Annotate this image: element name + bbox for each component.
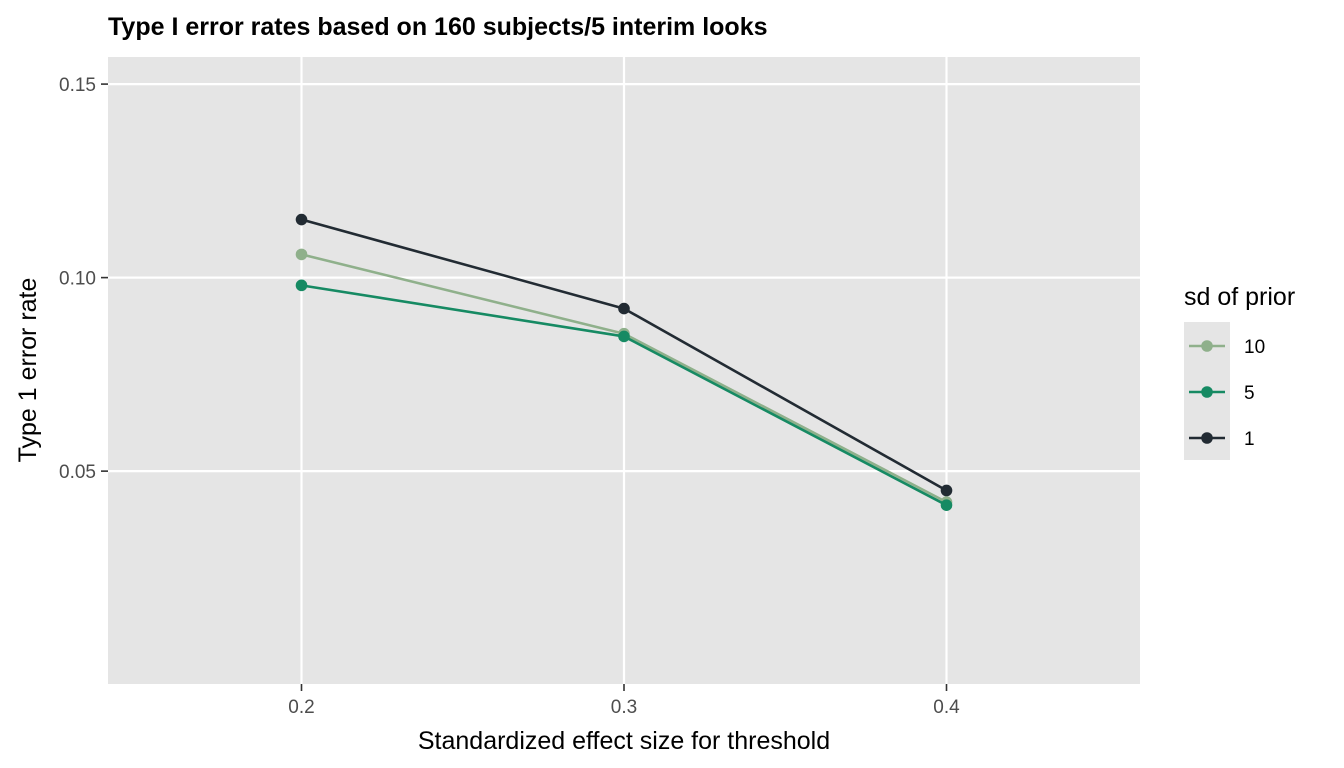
y-tick-label: 0.10 bbox=[59, 269, 96, 290]
series-1 bbox=[295, 213, 953, 497]
legend-key-point bbox=[1201, 432, 1213, 444]
data-point bbox=[940, 484, 953, 497]
x-axis: 0.2 0.3 0.4 bbox=[288, 684, 960, 718]
x-tick-label: 0.3 bbox=[611, 697, 637, 718]
legend-items: 10 5 1 bbox=[1189, 337, 1265, 450]
legend-title: sd of prior bbox=[1184, 283, 1295, 311]
y-tick-label: 0.05 bbox=[59, 462, 96, 483]
data-point bbox=[295, 279, 308, 292]
legend-item-1: 1 bbox=[1189, 429, 1255, 450]
y-axis-title: Type 1 error rate bbox=[14, 278, 42, 463]
series-5 bbox=[295, 279, 953, 511]
y-axis: 0.05 0.10 0.15 bbox=[59, 75, 108, 483]
grid-lines bbox=[108, 57, 1140, 684]
legend-item-5: 5 bbox=[1189, 383, 1255, 404]
series-lines bbox=[295, 213, 953, 511]
legend-item-10: 10 bbox=[1189, 337, 1265, 358]
chart-title: Type I error rates based on 160 subjects… bbox=[108, 13, 768, 41]
data-point bbox=[618, 330, 630, 343]
legend-key-point bbox=[1201, 386, 1213, 398]
legend-label: 10 bbox=[1244, 337, 1265, 358]
x-tick-label: 0.2 bbox=[288, 697, 314, 718]
x-axis-title: Standardized effect size for threshold bbox=[418, 727, 830, 755]
legend-label: 1 bbox=[1244, 429, 1255, 450]
data-point bbox=[295, 248, 308, 261]
x-tick-label: 0.4 bbox=[933, 697, 960, 718]
data-point bbox=[618, 302, 630, 315]
legend-key-point bbox=[1201, 340, 1213, 352]
legend-label: 5 bbox=[1244, 383, 1255, 404]
data-point bbox=[940, 499, 953, 511]
y-tick-label: 0.15 bbox=[59, 75, 96, 96]
data-point bbox=[295, 213, 308, 226]
legend: sd of prior 10 5 1 bbox=[1184, 283, 1295, 460]
